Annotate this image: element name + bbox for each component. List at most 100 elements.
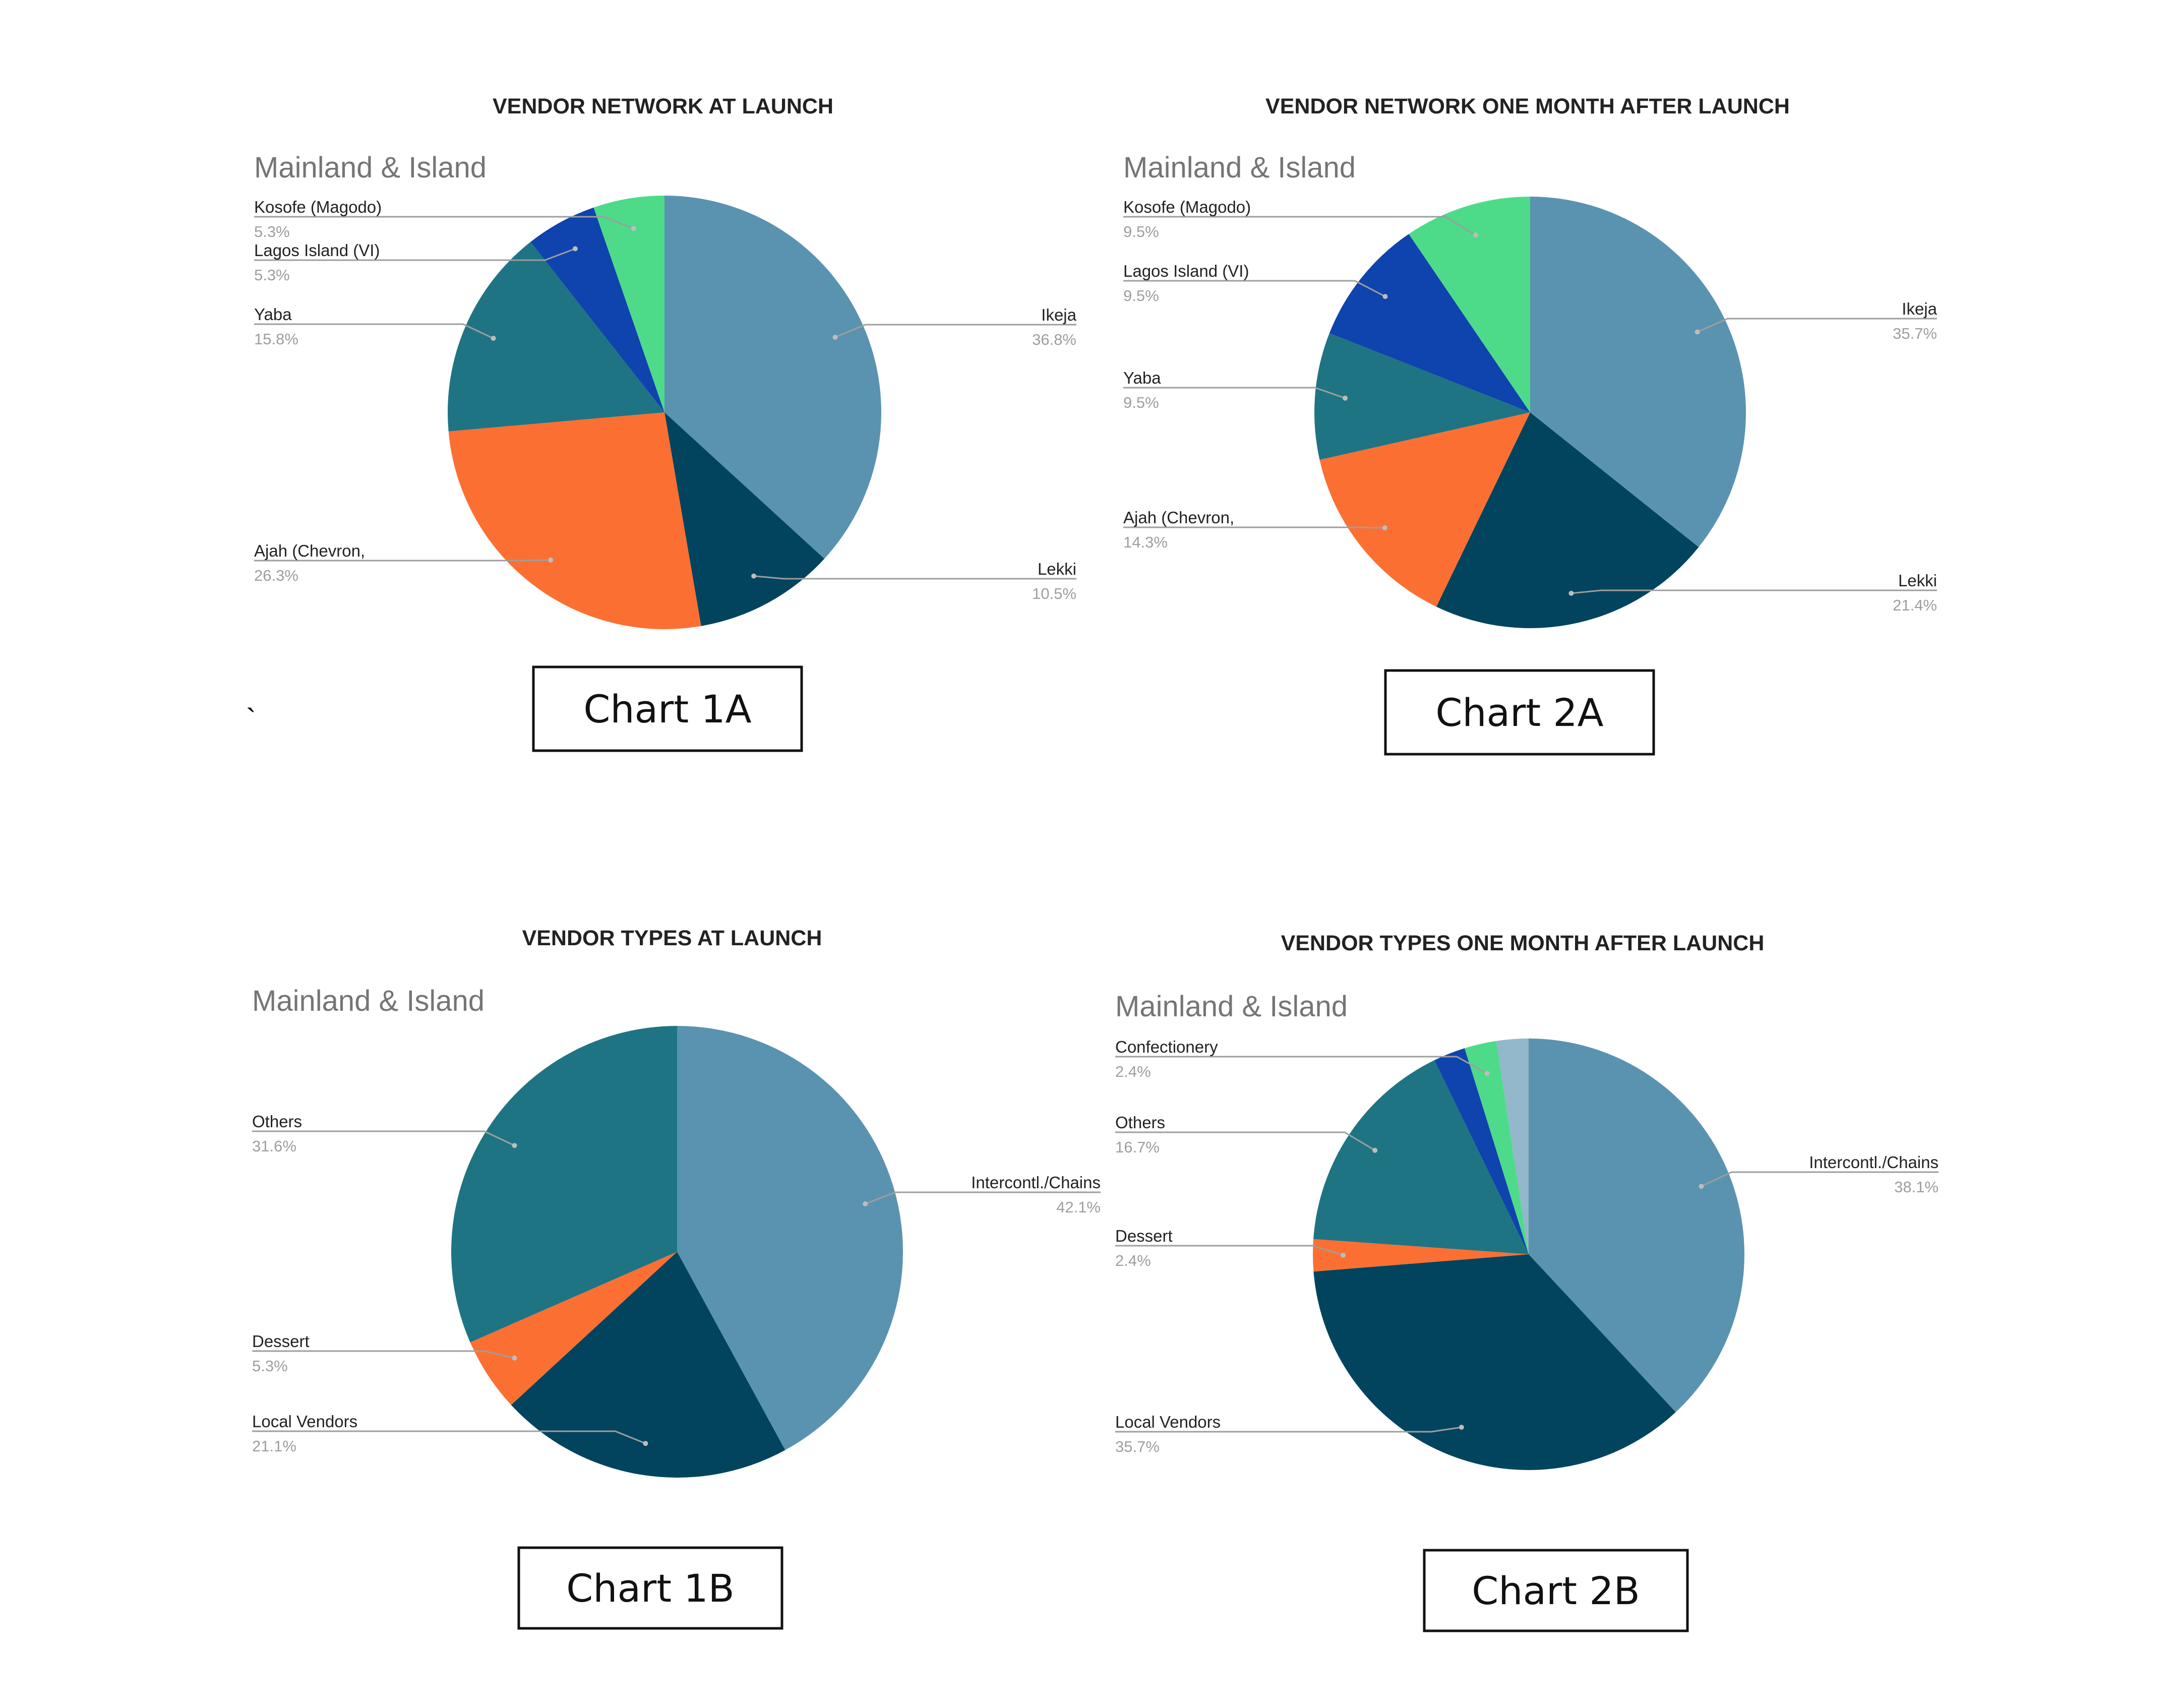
pie-slice-confectionery — [1464, 1041, 1529, 1254]
caption-border — [517, 1546, 783, 1630]
slice-percent: 35.7% — [1893, 325, 1937, 342]
leader-line — [1123, 387, 1346, 399]
pie-slice-local-vendors — [511, 1252, 785, 1478]
chart-subtitle: Mainland & Island — [252, 985, 485, 1017]
chart-caption: Chart 1B — [566, 1566, 735, 1611]
chart-caption-box: Chart 2B — [1423, 1549, 1689, 1632]
pie-slice-unlabeled — [1496, 1039, 1529, 1254]
pie-slice-dessert — [1313, 1239, 1529, 1272]
pie-slice-unlabeled — [1434, 1048, 1529, 1254]
leader-dot — [1568, 590, 1574, 596]
slice-label: Local Vendors 21.1% — [252, 1412, 648, 1455]
chart-title: VENDOR TYPES ONE MONTH AFTER LAUNCH — [1281, 931, 1765, 955]
leader-line — [254, 248, 576, 261]
slice-percent: 9.5% — [1123, 223, 1159, 240]
leader-line — [865, 1191, 1101, 1205]
slice-percent: 9.5% — [1123, 287, 1159, 304]
pie-slice-others — [1313, 1060, 1529, 1254]
slice-percent: 36.8% — [1032, 331, 1076, 348]
pie-slice-lagos-island-vi — [1329, 234, 1530, 412]
slice-percent: 5.3% — [254, 223, 290, 240]
slice-name: Lagos Island (VI) — [1123, 262, 1249, 280]
slice-label: Dessert 5.3% — [252, 1332, 517, 1375]
slice-name: Lagos Island (VI) — [254, 241, 380, 260]
slice-percent: 14.3% — [1123, 533, 1168, 551]
slice-percent: 2.4% — [1115, 1252, 1151, 1269]
slice-label: Confectionery 2.4% — [1115, 1038, 1490, 1080]
slice-name: Ikeja — [1041, 306, 1076, 324]
leader-line — [753, 575, 1076, 580]
slice-name: Local Vendors — [1115, 1413, 1221, 1431]
slice-name: Dessert — [252, 1332, 310, 1351]
slice-name: Lekki — [1898, 571, 1937, 590]
leader-line — [1697, 318, 1937, 333]
slice-label: Lagos Island (VI) 9.5% — [1123, 262, 1388, 304]
pie-slice-kosofe-magodo — [1409, 197, 1530, 412]
slice-name: Local Vendors — [252, 1412, 357, 1431]
leader-dot — [1473, 232, 1478, 238]
slice-percent: 21.4% — [1893, 596, 1937, 614]
slice-name: Kosofe (Magodo) — [254, 198, 382, 216]
leader-line — [1115, 1056, 1488, 1074]
caption-border — [532, 665, 803, 752]
slice-label: Ikeja 36.8% — [832, 306, 1077, 348]
pie-slice-dessert — [470, 1252, 677, 1405]
slice-name: Ajah (Chevron, — [254, 541, 365, 560]
leader-dot — [512, 1355, 517, 1361]
slice-name: Intercontl./Chains — [971, 1173, 1101, 1192]
slice-name: Ajah (Chevron, — [1123, 508, 1234, 527]
slice-name: Ikeja — [1902, 299, 1937, 318]
slice-name: Yaba — [1123, 369, 1161, 387]
slice-label: Local Vendors 35.7% — [1115, 1413, 1464, 1455]
pie-slice-local-vendors — [1313, 1254, 1676, 1471]
slice-label: Ajah (Chevron, 14.3% — [1123, 508, 1387, 551]
slice-name: Lekki — [1038, 560, 1076, 578]
leader-dot — [832, 335, 838, 340]
chart-caption-box: Chart 1B — [517, 1546, 783, 1630]
slice-label: Intercontl./Chains 42.1% — [863, 1173, 1101, 1216]
leader-dot — [1340, 1252, 1346, 1258]
pie-slice-yaba — [447, 241, 664, 432]
leader-dot — [512, 1143, 517, 1148]
chart-title: VENDOR NETWORK AT LAUNCH — [493, 94, 833, 118]
slice-label: Lekki 10.5% — [751, 560, 1076, 602]
leader-dot — [1343, 395, 1348, 401]
slice-name: Yaba — [254, 305, 292, 324]
leader-line — [254, 323, 494, 339]
leader-dot — [491, 336, 496, 341]
slice-name: Others — [252, 1112, 302, 1131]
leader-line — [1115, 1131, 1375, 1151]
leader-line — [254, 559, 551, 562]
leader-line — [252, 1350, 515, 1359]
chart-title: VENDOR TYPES AT LAUNCH — [522, 926, 822, 950]
leader-dot — [863, 1201, 868, 1206]
leader-dot — [1484, 1071, 1490, 1076]
slice-percent: 42.1% — [1056, 1198, 1101, 1216]
pie-slice-kosofe-magodo — [593, 196, 664, 412]
pie-slice-lekki — [1436, 412, 1699, 628]
chart-subtitle: Mainland & Island — [1115, 990, 1348, 1023]
chart-caption-box: Chart 1A — [532, 665, 803, 752]
slice-name: Dessert — [1115, 1227, 1173, 1245]
slice-percent: 21.1% — [252, 1437, 296, 1455]
slice-label: Others 16.7% — [1115, 1113, 1378, 1156]
slice-percent: 9.5% — [1123, 394, 1159, 411]
leader-dot — [751, 573, 757, 579]
leader-dot — [1372, 1147, 1378, 1153]
leader-dot — [572, 246, 578, 252]
chart-title: VENDOR NETWORK ONE MONTH AFTER LAUNCH — [1265, 94, 1790, 118]
slice-name: Confectionery — [1115, 1038, 1218, 1056]
pie-chart-2a: VENDOR NETWORK ONE MONTH AFTER LAUNCH Mai… — [1123, 94, 1938, 628]
pie-slice-ikeja — [1530, 197, 1746, 547]
slice-label: Lagos Island (VI) 5.3% — [254, 241, 578, 284]
pie-slice-intercontl-chains — [1529, 1039, 1745, 1413]
leader-dot — [1695, 329, 1700, 335]
slice-label: Ikeja 35.7% — [1695, 299, 1938, 342]
stray-backtick: ` — [246, 703, 256, 737]
pie-slice-ajah-chevron — [448, 412, 701, 630]
leader-line — [834, 324, 1076, 338]
slice-label: Yaba 9.5% — [1123, 369, 1348, 411]
slice-percent: 38.1% — [1894, 1178, 1939, 1196]
leader-dot — [1382, 294, 1388, 299]
leader-line — [1115, 1426, 1462, 1433]
